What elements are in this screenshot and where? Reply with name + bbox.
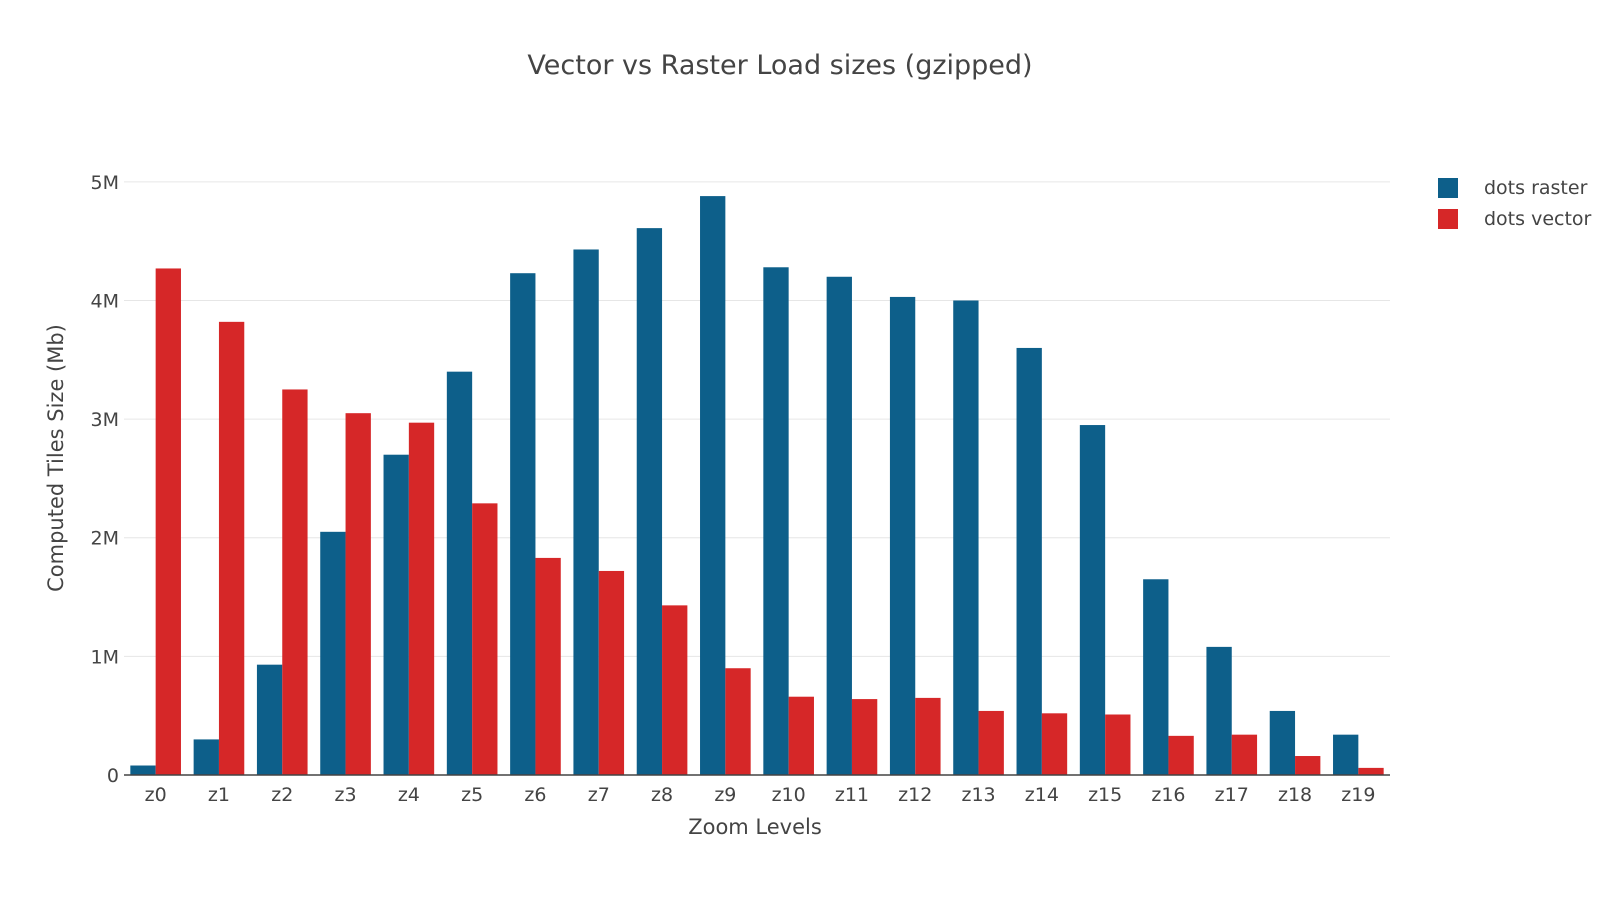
- bar-dots-raster-z9: [700, 196, 726, 776]
- x-tick-label: z3: [335, 784, 357, 806]
- bar-dots-vector-z8: [662, 605, 688, 775]
- y-tick-label: 5M: [91, 172, 119, 194]
- x-tick-label: z8: [651, 784, 673, 806]
- bar-dots-raster-z5: [446, 371, 473, 775]
- legend-label-raster: dots raster: [1484, 176, 1588, 199]
- bar-dots-vector-z5: [472, 503, 498, 775]
- bar-dots-vector-z18: [1295, 756, 1321, 775]
- bar-dots-raster-z3: [320, 531, 346, 775]
- legend-item-raster[interactable]: dots raster: [1438, 172, 1591, 203]
- bar-dots-raster-z14: [1016, 347, 1042, 775]
- legend-item-vector[interactable]: dots vector: [1438, 203, 1591, 234]
- bar-dots-vector-z0: [155, 268, 181, 775]
- bar-dots-vector-z10: [788, 696, 814, 775]
- x-tick-label: z7: [588, 784, 610, 806]
- bar-dots-vector-z4: [408, 422, 435, 775]
- x-axis-label: Zoom Levels: [688, 815, 822, 839]
- x-tick-label: z18: [1278, 784, 1312, 806]
- bar-dots-raster-z12: [889, 296, 916, 775]
- y-tick-label: 0: [107, 765, 119, 787]
- legend-label-vector: dots vector: [1484, 207, 1592, 230]
- chart-title: Vector vs Raster Load sizes (gzipped): [527, 50, 1033, 81]
- bar-dots-raster-z15: [1079, 425, 1106, 775]
- bar-dots-raster-z11: [826, 276, 852, 775]
- x-tick-label: z4: [398, 784, 420, 806]
- bar-dots-vector-z13: [978, 710, 1004, 775]
- x-tick-label: z15: [1088, 784, 1122, 806]
- bar-dots-vector-z14: [1041, 713, 1068, 775]
- bar-dots-vector-z2: [282, 389, 308, 775]
- bar-dots-vector-z19: [1358, 767, 1384, 775]
- bar-dots-raster-z8: [636, 228, 663, 776]
- bar-dots-vector-z9: [725, 668, 751, 775]
- bar-dots-vector-z1: [218, 321, 245, 775]
- legend-swatch-vector: [1438, 208, 1458, 229]
- bar-dots-raster-z0: [130, 765, 156, 775]
- bar-dots-vector-z17: [1231, 734, 1258, 775]
- bar-dots-vector-z16: [1168, 735, 1194, 775]
- y-tick-label: 4M: [91, 290, 119, 312]
- bar-dots-raster-z19: [1333, 734, 1359, 775]
- bar-dots-raster-z17: [1206, 646, 1232, 775]
- bar-dots-raster-z2: [256, 664, 283, 775]
- bar-dots-vector-z11: [851, 699, 878, 775]
- bar-dots-raster-z7: [573, 249, 599, 775]
- x-tick-label: z6: [524, 784, 546, 806]
- bar-dots-raster-z18: [1269, 710, 1296, 775]
- legend[interactable]: dots raster dots vector: [1438, 172, 1591, 234]
- bar-dots-raster-z10: [763, 267, 789, 775]
- bar-dots-vector-z7: [598, 570, 625, 775]
- legend-swatch-raster: [1438, 177, 1458, 198]
- x-tick-label: z19: [1341, 784, 1375, 806]
- y-tick-label: 1M: [91, 646, 119, 668]
- x-tick-label: z10: [772, 784, 806, 806]
- x-tick-label: z17: [1215, 784, 1249, 806]
- y-axis-label: Computed Tiles Size (Mb): [44, 324, 68, 592]
- y-tick-label: 2M: [91, 528, 119, 550]
- x-tick-label: z13: [961, 784, 995, 806]
- x-tick-label: z1: [208, 784, 230, 806]
- x-tick-label: z0: [145, 784, 167, 806]
- y-tick-label: 3M: [91, 409, 119, 431]
- x-tick-label: z2: [271, 784, 293, 806]
- bar-dots-vector-z6: [535, 557, 561, 775]
- bar-dots-raster-z13: [953, 300, 979, 775]
- bar-dots-vector-z15: [1105, 714, 1131, 775]
- bar-dots-vector-z12: [915, 697, 941, 775]
- x-tick-label: z9: [714, 784, 736, 806]
- x-tick-label: z12: [898, 784, 932, 806]
- x-tick-label: z14: [1025, 784, 1059, 806]
- bar-dots-raster-z6: [510, 273, 536, 775]
- bar-dots-vector-z3: [345, 413, 371, 775]
- x-tick-label: z11: [835, 784, 869, 806]
- bar-dots-raster-z1: [193, 739, 219, 775]
- bar-dots-raster-z4: [383, 454, 409, 775]
- x-tick-label: z16: [1151, 784, 1185, 806]
- bar-dots-raster-z16: [1143, 579, 1169, 775]
- x-tick-label: z5: [461, 784, 483, 806]
